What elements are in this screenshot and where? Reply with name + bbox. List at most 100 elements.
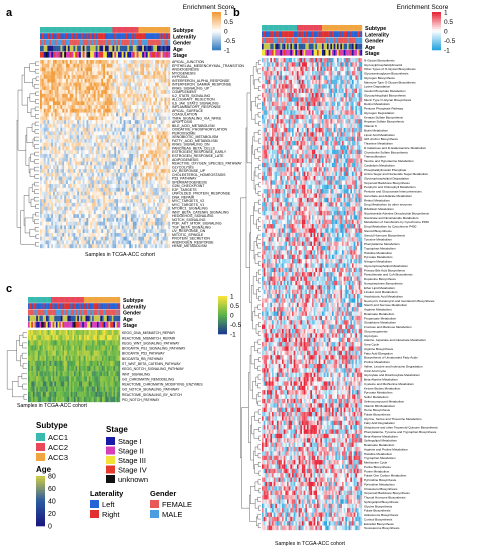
heatmap-cell [56,161,59,166]
annotation-cell [303,25,306,31]
heatmap-cell [121,176,124,181]
heatmap-cell [110,221,113,226]
annotation-cell [88,27,91,33]
heatmap-cell [53,221,56,226]
heatmap-cell [166,105,169,110]
heatmap-cell [47,225,50,230]
heatmap-cell [145,161,148,166]
heatmap-cell [75,82,78,87]
heatmap-cell [99,232,102,237]
annotation-cell [347,31,349,37]
heatmap-cell [116,161,119,166]
heatmap-cell [131,123,134,128]
heatmap-cell [131,101,134,106]
heatmap-cell [47,165,50,170]
heatmap-cell [119,169,122,173]
heatmap-cell [158,240,161,245]
heatmap-cell [43,142,46,147]
annotation-cell [58,39,61,46]
heatmap-cell [67,184,70,188]
heatmap-cell [123,97,126,102]
heatmap-cell [93,105,96,110]
heatmap-cell [157,165,160,170]
heatmap-cell [62,71,65,76]
heatmap-cell [140,221,143,226]
heatmap-cell [322,58,324,63]
heatmap-cell [166,180,169,185]
heatmap-cell [90,229,93,234]
heatmap-cell [140,199,143,204]
annotation-cell [54,45,57,52]
heatmap-cell [278,75,281,81]
heatmap-cell [116,180,119,185]
heatmap-cell [134,221,137,226]
heatmap-cell [64,112,67,117]
heatmap-cell [123,221,126,226]
heatmap-cell [112,191,115,196]
heatmap-cell [166,225,169,230]
annotation-cell [268,43,271,50]
heatmap-cell [105,60,108,64]
heatmap-cell [86,199,89,204]
heatmap-cell [160,161,163,166]
annotation-cell [140,51,143,58]
heatmap-cell [110,172,113,177]
heatmap-cell [64,191,67,196]
row-label: XENOBIOTIC_METABOLISM [172,135,218,139]
annotation-cell [332,43,334,50]
dendrogram-branch [253,171,256,190]
heatmap-cell [275,92,278,98]
row-label: ANDROGEN_RESPONSE [172,240,214,244]
heatmap-cell [67,135,70,140]
heatmap-cell [160,82,163,87]
heatmap-cell [121,123,124,128]
heatmap-cell [313,79,316,85]
heatmap-cell [112,214,115,219]
heatmap-cell [149,150,152,155]
heatmap-cell [60,123,63,128]
heatmap-cell [86,138,89,143]
heatmap-cell [93,184,96,188]
heatmap-cell [45,169,48,173]
heatmap-cell [129,97,132,102]
heatmap-cell [79,135,82,140]
heatmap-cell [105,108,108,113]
heatmap-cell [105,97,108,102]
heatmap-cell [345,84,348,89]
heatmap-cell [153,78,156,83]
heatmap-cell [125,206,128,211]
heatmap-cell [337,97,339,102]
heatmap-cell [79,202,82,207]
heatmap-cell [112,150,115,155]
heatmap-cell [106,195,109,200]
heatmap-cell [106,101,109,106]
heatmap-cell [79,86,82,91]
annotation-cell [333,49,336,56]
heatmap-cell [66,150,69,155]
heatmap-cell [149,75,152,79]
heatmap-cell [142,135,145,140]
annotation-cell [168,39,171,46]
heatmap-cell [73,131,76,136]
heatmap-cell [138,176,141,181]
heatmap-cell [56,184,59,188]
heatmap-cell [75,127,78,132]
heatmap-cell [110,165,113,170]
heatmap-cell [71,108,74,113]
heatmap-cell [90,206,93,211]
dendrogram-branch [34,136,39,142]
heatmap-cell [71,184,74,188]
heatmap-cell [97,86,100,91]
heatmap-cell [147,86,150,91]
heatmap-cell [270,62,273,67]
heatmap-cell [131,97,134,102]
heatmap-cell [330,84,333,89]
heatmap-cell [263,66,266,72]
heatmap-cell [262,58,264,63]
heatmap-cell [149,71,152,76]
heatmap-cell [145,184,148,188]
heatmap-cell [353,79,356,85]
heatmap-cell [132,244,135,249]
heatmap-cell [142,199,145,204]
